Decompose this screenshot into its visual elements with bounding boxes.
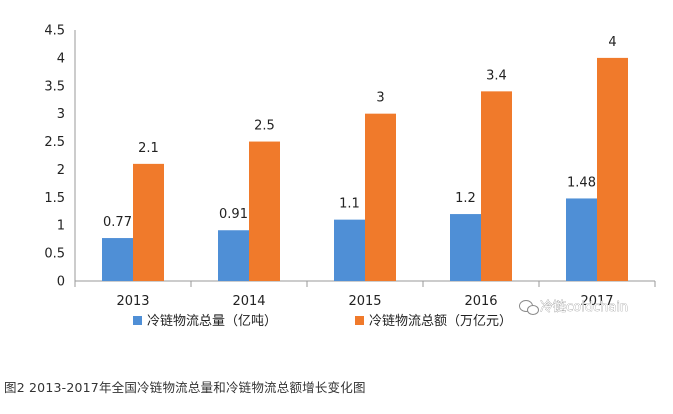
bar-value — [133, 163, 164, 281]
watermark-text: 冷链coldchain — [540, 300, 628, 315]
y-tick-label: 0.5 — [44, 247, 65, 262]
bar-volume — [566, 198, 597, 281]
y-tick-label: 4 — [57, 51, 65, 66]
data-label: 0.77 — [103, 215, 132, 230]
watermark: 冷链coldchain — [519, 300, 628, 315]
data-label: 3 — [376, 91, 384, 106]
y-tick-labels: 0 0.5 1 1.5 2 2.5 3 3.5 4 4.5 — [44, 24, 65, 290]
data-label: 2.1 — [138, 141, 159, 156]
bar-volume — [334, 219, 365, 281]
legend: 冷链物流总量（亿吨） 冷链物流总额（万亿元） — [133, 314, 512, 329]
data-label: 1.1 — [339, 197, 360, 212]
x-tick-label: 2017 — [580, 294, 613, 309]
data-label: 1.48 — [567, 175, 596, 190]
wechat-icon — [519, 300, 539, 315]
legend-swatch — [133, 316, 142, 325]
data-label: 4 — [608, 35, 616, 50]
bar-volume — [450, 214, 481, 281]
bars — [102, 57, 628, 282]
x-tick-label: 2014 — [232, 294, 265, 309]
y-tick-label: 1.5 — [44, 191, 65, 206]
bar-value — [481, 91, 512, 281]
y-tick-label: 2.5 — [44, 135, 65, 150]
y-tick-label: 2 — [57, 163, 65, 178]
bar-value — [365, 113, 396, 282]
bar-value — [597, 57, 628, 282]
x-tick-label: 2015 — [348, 294, 381, 309]
y-tick-label: 3.5 — [44, 79, 65, 94]
legend-swatch — [355, 316, 364, 325]
y-tick-label: 0 — [57, 275, 65, 290]
bar-volume — [218, 230, 249, 281]
data-label: 3.4 — [486, 68, 507, 83]
x-tick-label: 2013 — [116, 294, 149, 309]
legend-label: 冷链物流总额（万亿元） — [369, 314, 512, 329]
bar-volume — [102, 238, 133, 281]
legend-label: 冷链物流总量（亿吨） — [147, 314, 277, 329]
bar-chart: 00.511.522.533.544.5 2013 2014 2015 2016 201… — [44, 24, 656, 329]
x-tick-label: 2016 — [464, 294, 497, 309]
data-label: 2.5 — [254, 119, 275, 134]
figure-caption: 图2 2013-2017年全国冷链物流总量和冷链物流总额增长变化图 — [4, 380, 366, 395]
data-label: 1.2 — [455, 191, 476, 206]
data-labels: 0.77 2.1 0.91 2.5 1.1 3 1.2 3.4 1.48 4 — [103, 35, 617, 230]
data-label: 0.91 — [219, 207, 248, 222]
x-tick-labels: 2013 2014 2015 2016 2017 — [74, 281, 656, 309]
bar-value — [249, 141, 280, 281]
y-tick-label: 3 — [57, 107, 65, 122]
y-tick-label: 4.5 — [44, 24, 65, 39]
y-tick-label: 1 — [57, 219, 65, 234]
